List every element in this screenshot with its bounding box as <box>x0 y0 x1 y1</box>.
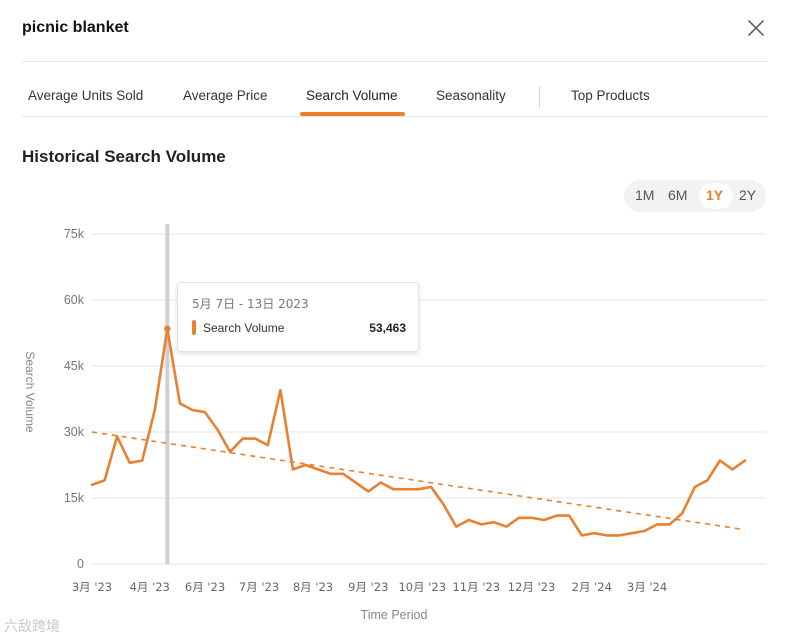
tab-separator <box>539 86 540 108</box>
x-tick-label: 8月 '23 <box>293 580 333 594</box>
x-axis-ticks: 3月 '23 4月 '23 6月 '23 7月 '23 8月 '23 9月 '23 10月 … <box>72 580 667 594</box>
y-tick-label: 45k <box>64 359 85 373</box>
active-tab-indicator <box>300 112 405 116</box>
range-6m-button[interactable]: 6M <box>668 187 688 203</box>
tooltip-series-marker <box>192 320 196 335</box>
x-tick-label: 3月 '24 <box>627 580 667 594</box>
x-axis-label: Time Period <box>361 608 428 622</box>
highlight-point <box>164 325 171 332</box>
x-tick-label: 11月 '23 <box>452 580 500 594</box>
x-tick-label: 4月 '23 <box>130 580 170 594</box>
tab-bar: Average Units Sold Average Price Search … <box>22 80 768 116</box>
x-tick-label: 9月 '23 <box>348 580 388 594</box>
tab-average-price[interactable]: Average Price <box>183 88 268 103</box>
x-tick-label: 2月 '24 <box>572 580 612 594</box>
tooltip-value: 53,463 <box>369 321 406 335</box>
chart-grid <box>92 233 766 565</box>
chart-tooltip: 5月 7日 - 13日 2023 Search Volume 53,463 <box>177 282 419 352</box>
close-icon[interactable] <box>744 16 768 40</box>
y-axis-label: Search Volume <box>23 351 37 433</box>
range-1y-button[interactable]: 1Y <box>706 187 724 203</box>
range-1m-button[interactable]: 1M <box>635 187 655 203</box>
dialog-header: picnic blanket <box>22 16 768 42</box>
search-volume-line <box>90 327 747 537</box>
y-tick-label: 75k <box>64 227 85 241</box>
range-2y-button[interactable]: 2Y <box>739 187 757 203</box>
header-divider <box>22 61 768 62</box>
x-tick-label: 3月 '23 <box>72 580 112 594</box>
x-tick-label: 10月 '23 <box>398 580 446 594</box>
section-title: Historical Search Volume <box>22 147 226 166</box>
y-axis-ticks: 0 15k 30k 45k 60k 75k <box>64 227 85 571</box>
x-tick-label: 7月 '23 <box>239 580 279 594</box>
x-tick-label: 6月 '23 <box>185 580 225 594</box>
tab-top-products[interactable]: Top Products <box>571 88 650 103</box>
y-tick-label: 30k <box>64 425 85 439</box>
tab-search-volume[interactable]: Search Volume <box>306 88 398 103</box>
tab-seasonality[interactable]: Seasonality <box>436 88 506 103</box>
hover-cursor-line <box>165 224 170 564</box>
tabs-divider <box>22 116 768 117</box>
x-tick-label: 12月 '23 <box>508 580 556 594</box>
tooltip-series-name: Search Volume <box>203 321 285 335</box>
range-selector: 1M 6M 1Y 2Y <box>624 180 766 212</box>
y-tick-label: 60k <box>64 293 85 307</box>
tab-average-units-sold[interactable]: Average Units Sold <box>28 88 144 103</box>
watermark-logo: 六敌跨境 <box>4 619 60 635</box>
y-tick-label: 0 <box>77 557 84 571</box>
y-tick-label: 15k <box>64 491 85 505</box>
dialog-title: picnic blanket <box>22 19 129 36</box>
range-selected-pill <box>699 183 733 209</box>
trend-line <box>91 431 746 531</box>
tooltip-date: 5月 7日 - 13日 2023 <box>192 297 309 311</box>
